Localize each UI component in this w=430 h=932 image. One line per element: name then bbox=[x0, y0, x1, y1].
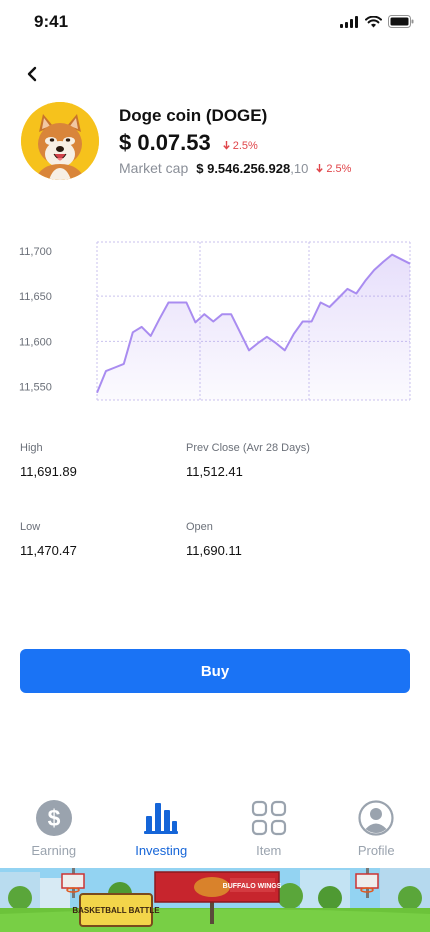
stat-low-label: Low bbox=[20, 521, 41, 533]
stat-open-label: Open bbox=[186, 521, 213, 533]
grid-icon bbox=[251, 800, 286, 836]
wifi-icon bbox=[365, 15, 382, 27]
coin-name: Doge coin (DOGE) bbox=[119, 106, 268, 125]
user-icon bbox=[358, 800, 394, 836]
ad-banner[interactable]: BUFFALO WINGS BASKETBALL BATTLE bbox=[0, 868, 430, 932]
nav-item-profile[interactable]: Profile bbox=[323, 790, 430, 868]
nav-icon-wrapper bbox=[141, 798, 181, 838]
buy-button[interactable]: Buy bbox=[20, 649, 410, 693]
ad-illustration: BUFFALO WINGS BASKETBALL BATTLE bbox=[0, 868, 430, 932]
nav-icon-wrapper bbox=[356, 798, 396, 838]
market-cap-change-badge: 2.5% bbox=[316, 163, 351, 175]
chart-y-ticks: 11,700 11,650 11,600 11,550 bbox=[19, 246, 52, 393]
nav-icon-wrapper: $ bbox=[34, 798, 74, 838]
stat-high: High 11,691.89 bbox=[20, 442, 77, 479]
price-change-badge: 2.5% bbox=[223, 140, 258, 152]
chart-y-tick-label: 11,550 bbox=[19, 381, 52, 393]
nav-label-earning: Earning bbox=[31, 843, 77, 858]
nav-item-investing[interactable]: Investing bbox=[108, 790, 216, 868]
ad-game-title: BASKETBALL BATTLE bbox=[72, 906, 160, 915]
stat-prev-close: Prev Close (Avr 28 Days) 11,512.41 bbox=[186, 442, 310, 479]
chart-area bbox=[97, 254, 410, 400]
market-cap-main: $ 9.546.256.928 bbox=[196, 161, 291, 176]
battery-icon bbox=[388, 15, 414, 28]
market-cap-row: Market cap $ 9.546.256.928,10 2.5% bbox=[119, 160, 351, 176]
stat-prev-close-value: 11,512.41 bbox=[186, 464, 243, 479]
stat-open-value: 11,690.11 bbox=[186, 543, 242, 558]
svg-text:$: $ bbox=[47, 805, 60, 831]
stat-low: Low 11,470.47 bbox=[20, 521, 77, 558]
bottom-nav: $ Earning Investing Item bbox=[0, 790, 430, 868]
chart-y-tick-label: 11,600 bbox=[19, 336, 52, 348]
chevron-left-icon bbox=[27, 66, 37, 82]
stat-high-value: 11,691.89 bbox=[20, 464, 77, 479]
market-cap-value: $ 9.546.256.928,10 bbox=[196, 161, 308, 176]
nav-item-earning[interactable]: $ Earning bbox=[0, 790, 108, 868]
nav-label-profile: Profile bbox=[357, 843, 395, 858]
nav-label-item: Item bbox=[256, 843, 282, 858]
price-change-value: 2.5% bbox=[232, 139, 258, 152]
signal-icon bbox=[340, 15, 358, 28]
status-icons bbox=[340, 15, 414, 28]
market-cap-label: Market cap bbox=[119, 160, 189, 176]
chart-series-line bbox=[96, 253, 411, 394]
ad-sign-text: BUFFALO WINGS bbox=[223, 883, 282, 890]
bar-chart-icon bbox=[144, 803, 179, 834]
coin-avatar bbox=[21, 102, 99, 180]
nav-label-investing: Investing bbox=[135, 843, 188, 858]
nav-icon-wrapper bbox=[249, 798, 289, 838]
chart-y-tick-label: 11,700 bbox=[19, 246, 52, 258]
status-time: 9:41 bbox=[34, 12, 69, 31]
market-cap-decimal: ,10 bbox=[290, 161, 309, 176]
stat-open: Open 11,690.11 bbox=[186, 521, 242, 558]
stat-high-label: High bbox=[20, 442, 43, 454]
market-cap-change-value: 2.5% bbox=[326, 162, 352, 175]
doge-icon bbox=[21, 102, 99, 180]
back-button[interactable] bbox=[18, 60, 46, 88]
arrow-down-icon bbox=[223, 141, 230, 150]
stat-low-value: 11,470.47 bbox=[20, 543, 77, 558]
chart-y-tick-label: 11,650 bbox=[19, 291, 52, 303]
stat-prev-close-label: Prev Close (Avr 28 Days) bbox=[186, 442, 310, 454]
price-row: $ 0.07.53 2.5% bbox=[119, 130, 258, 156]
nav-item-item[interactable]: Item bbox=[215, 790, 323, 868]
arrow-down-icon bbox=[316, 164, 324, 173]
coin-price: $ 0.07.53 bbox=[119, 130, 211, 155]
price-chart: 11,700 11,650 11,600 11,550 bbox=[19, 241, 411, 401]
status-bar: 9:41 bbox=[0, 0, 430, 44]
dollar-icon: $ bbox=[35, 800, 72, 836]
